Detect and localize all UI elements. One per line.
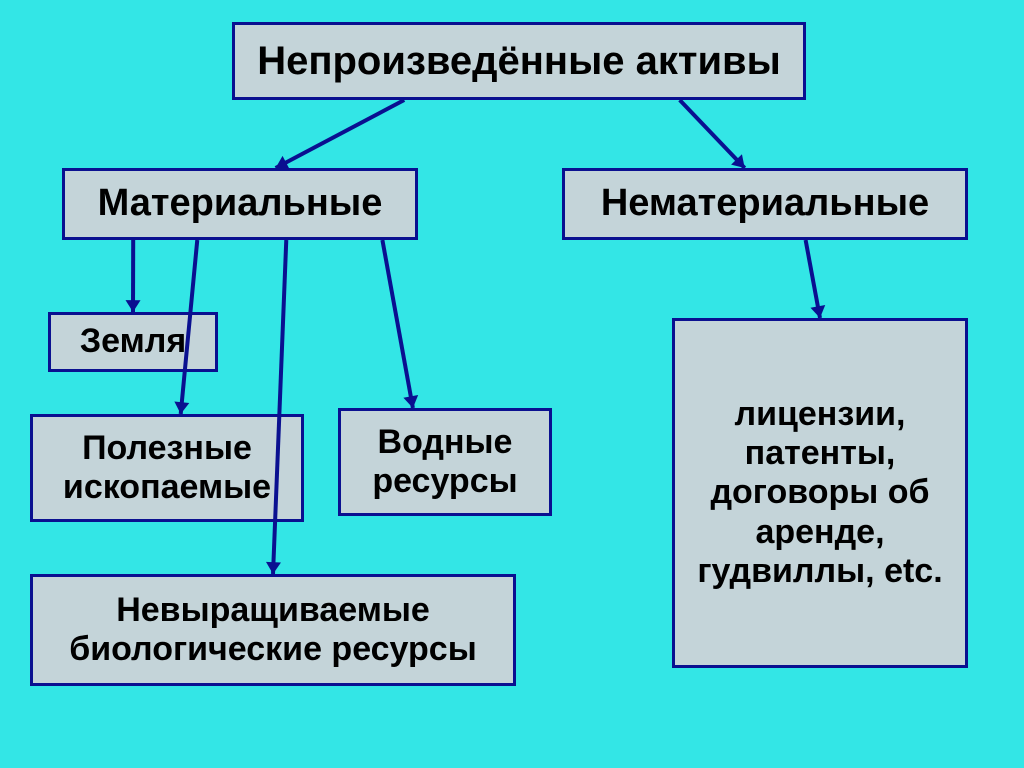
node-licenses: лицензии, патенты, договоры об аренде, г… [672, 318, 968, 668]
node-material: Материальные [62, 168, 418, 240]
node-bio-label: Невыращиваемые биологические ресурсы [41, 591, 505, 669]
node-root-label: Непроизведённые активы [257, 38, 781, 84]
node-material-label: Материальные [98, 182, 383, 226]
node-land-label: Земля [80, 322, 186, 361]
node-land: Земля [48, 312, 218, 372]
node-root: Непроизведённые активы [232, 22, 806, 100]
node-immaterial-label: Нематериальные [601, 182, 929, 226]
node-licenses-label: лицензии, патенты, договоры об аренде, г… [683, 395, 957, 590]
node-minerals-label: Полезные ископаемые [41, 429, 293, 507]
node-minerals: Полезные ископаемые [30, 414, 304, 522]
node-bio: Невыращиваемые биологические ресурсы [30, 574, 516, 686]
node-immaterial: Нематериальные [562, 168, 968, 240]
node-water: Водные ресурсы [338, 408, 552, 516]
node-water-label: Водные ресурсы [349, 423, 541, 501]
